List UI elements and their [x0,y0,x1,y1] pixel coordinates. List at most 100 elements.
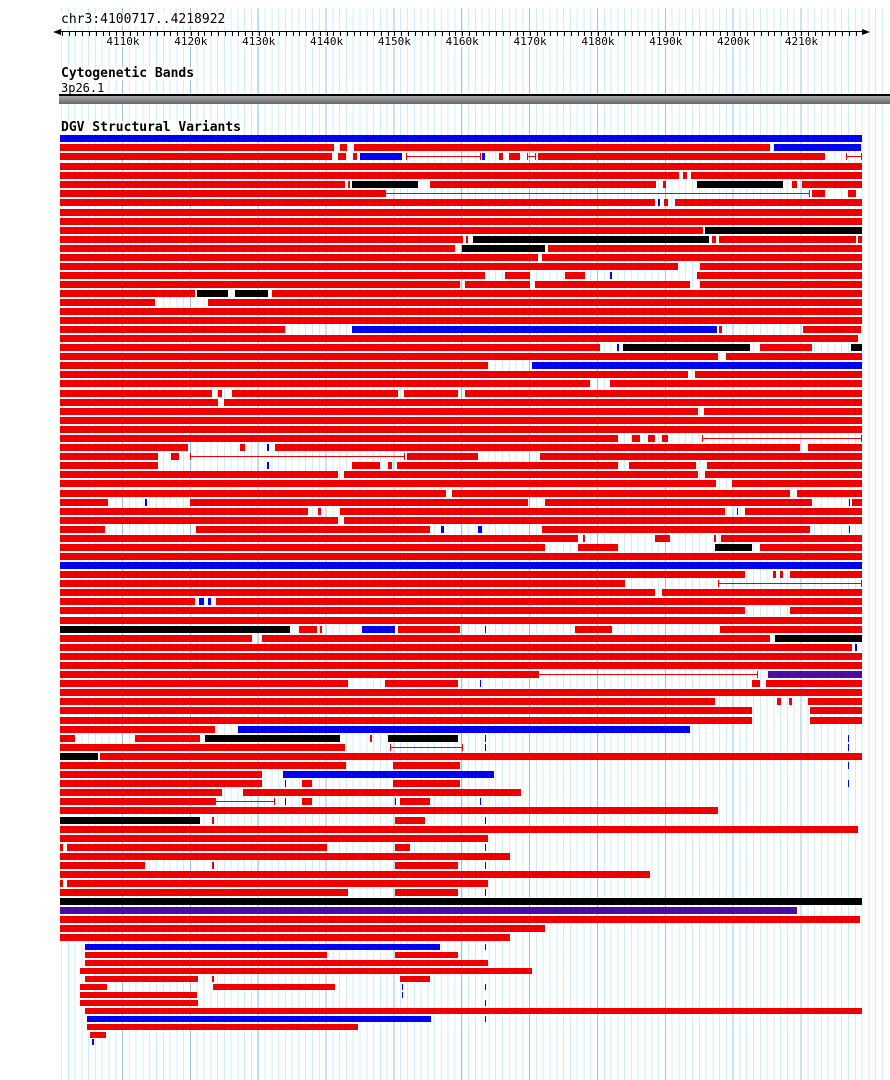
variant-bar[interactable] [60,707,752,714]
variant-bar[interactable] [393,780,460,787]
variant-bar[interactable] [60,680,348,687]
variant-bar[interactable] [60,245,455,252]
variant-bar[interactable] [283,771,494,778]
variant-bar[interactable] [505,272,530,279]
variant-bar[interactable] [540,453,862,460]
variant-bar[interactable] [407,453,478,460]
variant-bar[interactable] [60,335,858,342]
variant-bar[interactable] [90,1032,106,1038]
variant-bar[interactable] [344,471,698,478]
variant-bar[interactable] [802,181,862,188]
variant-dashed-tick[interactable] [848,744,849,751]
variant-span-line[interactable] [702,438,862,439]
variant-bar[interactable] [60,299,155,306]
variant-bar[interactable] [60,717,752,724]
variant-bar[interactable] [655,535,670,542]
variant-bar[interactable] [466,236,468,243]
variant-span-line[interactable] [527,156,536,157]
variant-bar[interactable] [60,916,860,923]
variant-bar[interactable] [395,862,458,869]
variant-bar[interactable] [789,698,792,705]
variant-dashed-tick[interactable] [485,817,486,824]
variant-span-line[interactable] [390,747,463,748]
variant-bar[interactable] [60,263,678,270]
variant-bar[interactable] [60,163,862,170]
variant-dashed-tick[interactable] [395,798,396,805]
variant-bar[interactable] [714,535,716,542]
variant-bar[interactable] [705,471,862,478]
variant-bar[interactable] [60,227,703,234]
variant-bar[interactable] [85,944,440,950]
variant-bar[interactable] [60,218,862,225]
variant-bar[interactable] [60,362,488,369]
variant-bar[interactable] [60,417,862,424]
variant-bar[interactable] [60,844,63,851]
variant-span-line[interactable] [538,674,758,675]
variant-bar[interactable] [60,517,338,524]
variant-bar[interactable] [235,290,268,297]
variant-dashed-tick[interactable] [485,844,486,851]
variant-bar[interactable] [398,626,460,633]
variant-dashed-tick[interactable] [485,984,486,990]
variant-bar[interactable] [60,480,716,487]
variant-bar[interactable] [803,326,861,333]
variant-bar[interactable] [205,735,340,742]
variant-bar[interactable] [610,380,862,387]
variant-bar[interactable] [775,635,862,642]
variant-bar[interactable] [583,535,585,542]
variant-bar[interactable] [695,371,862,378]
variant-bar[interactable] [67,880,488,887]
variant-bar[interactable] [675,199,862,206]
variant-dashed-tick[interactable] [480,798,481,805]
variant-dashed-tick[interactable] [485,626,486,633]
variant-bar[interactable] [320,626,322,633]
variant-bar[interactable] [60,607,745,614]
variant-bar[interactable] [545,499,812,506]
variant-bar[interactable] [212,862,214,869]
variant-bar[interactable] [232,390,398,397]
variant-dashed-tick[interactable] [855,644,857,651]
variant-bar[interactable] [60,780,262,787]
variant-dashed-tick[interactable] [267,462,269,469]
variant-bar[interactable] [243,789,521,796]
variant-bar[interactable] [302,798,312,805]
variant-bar[interactable] [774,144,861,151]
variant-span-line[interactable] [846,156,862,157]
variant-bar[interactable] [340,508,725,515]
variant-bar[interactable] [810,707,862,714]
variant-bar[interactable] [262,635,770,642]
variant-dashed-tick[interactable] [485,1016,486,1022]
variant-bar[interactable] [216,598,862,605]
variant-bar[interactable] [60,236,463,243]
variant-bar[interactable] [697,181,783,188]
variant-bar[interactable] [797,490,862,497]
variant-bar[interactable] [60,444,188,451]
variant-bar[interactable] [732,480,862,487]
variant-bar[interactable] [388,462,392,469]
variant-bar[interactable] [465,390,862,397]
variant-bar[interactable] [538,153,825,160]
variant-bar[interactable] [773,571,776,578]
variant-bar[interactable] [400,976,430,982]
variant-bar[interactable] [452,490,790,497]
variant-dashed-tick[interactable] [849,499,850,506]
variant-dashed-tick[interactable] [485,1000,486,1006]
variant-dashed-tick[interactable] [402,992,403,998]
variant-bar[interactable] [135,735,200,742]
variant-bar[interactable] [60,172,679,179]
variant-bar[interactable] [780,571,783,578]
variant-bar[interactable] [721,535,862,542]
variant-bar[interactable] [768,671,862,678]
variant-bar[interactable] [430,181,656,188]
variant-bar[interactable] [60,826,858,833]
variant-dashed-tick[interactable] [848,780,849,787]
variant-bar[interactable] [852,499,862,506]
variant-bar[interactable] [85,976,198,982]
variant-bar[interactable] [662,589,862,596]
variant-dashed-tick[interactable] [485,944,486,950]
variant-bar[interactable] [60,144,334,151]
variant-bar[interactable] [344,517,862,524]
variant-bar[interactable] [208,598,211,605]
variant-dashed-tick[interactable] [485,744,486,751]
variant-bar[interactable] [712,236,716,243]
